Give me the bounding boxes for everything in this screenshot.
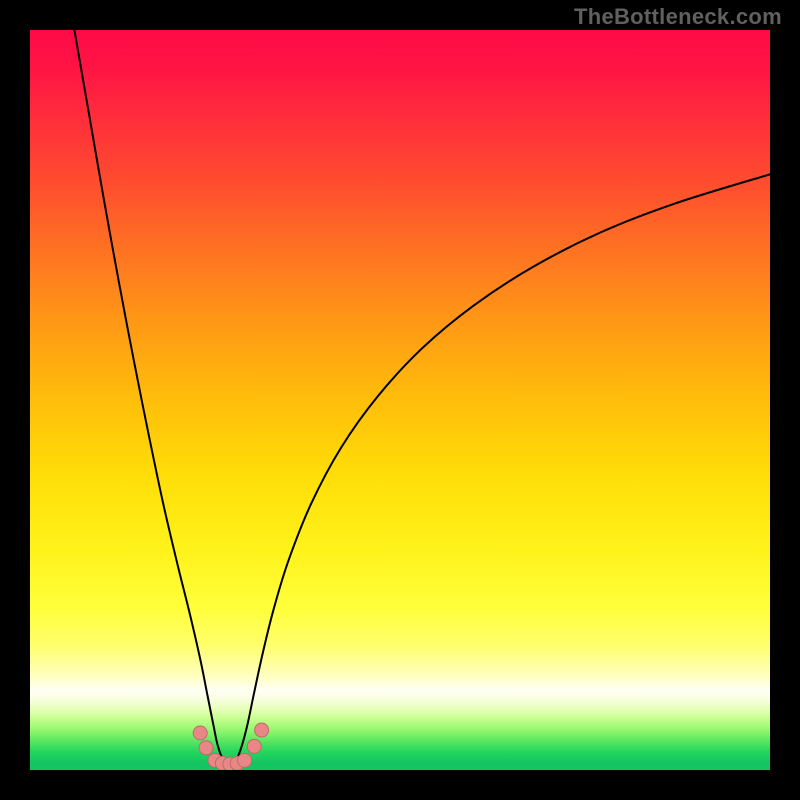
outer-frame: TheBottleneck.com: [0, 0, 800, 800]
trough-marker: [238, 753, 252, 767]
trough-marker: [247, 739, 261, 753]
trough-marker: [193, 726, 207, 740]
watermark-text: TheBottleneck.com: [574, 4, 782, 30]
plot-area: [30, 30, 770, 770]
chart-svg: [30, 30, 770, 770]
trough-marker: [255, 723, 269, 737]
trough-marker: [199, 741, 213, 755]
